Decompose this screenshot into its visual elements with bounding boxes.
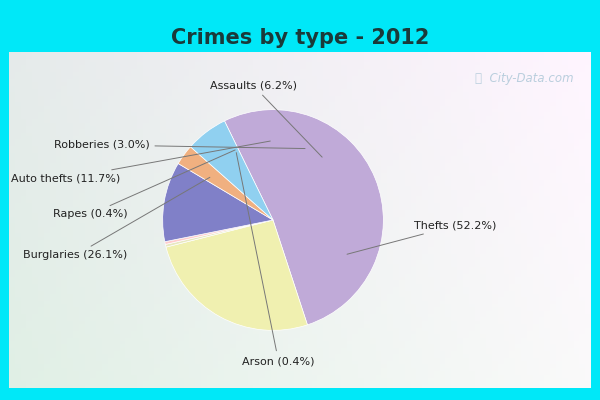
Text: ⓘ  City-Data.com: ⓘ City-Data.com bbox=[475, 72, 574, 85]
Text: Crimes by type - 2012: Crimes by type - 2012 bbox=[171, 28, 429, 48]
Text: Assaults (6.2%): Assaults (6.2%) bbox=[209, 80, 322, 157]
Wedge shape bbox=[178, 147, 273, 220]
Text: Robberies (3.0%): Robberies (3.0%) bbox=[53, 140, 305, 150]
Text: Arson (0.4%): Arson (0.4%) bbox=[236, 152, 315, 366]
Text: Burglaries (26.1%): Burglaries (26.1%) bbox=[23, 177, 210, 260]
Text: Thefts (52.2%): Thefts (52.2%) bbox=[347, 220, 497, 254]
Text: Rapes (0.4%): Rapes (0.4%) bbox=[53, 150, 235, 220]
Wedge shape bbox=[165, 220, 273, 244]
Wedge shape bbox=[166, 220, 307, 330]
Text: Auto thefts (11.7%): Auto thefts (11.7%) bbox=[11, 141, 270, 183]
Wedge shape bbox=[166, 220, 273, 247]
Wedge shape bbox=[224, 110, 383, 325]
Wedge shape bbox=[190, 121, 273, 220]
Wedge shape bbox=[163, 164, 273, 242]
